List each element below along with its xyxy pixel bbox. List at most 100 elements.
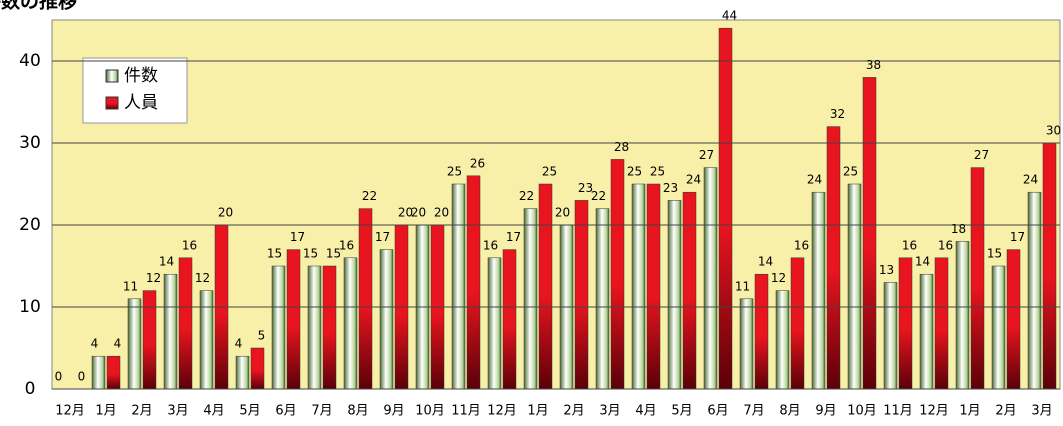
data-label: 38 — [866, 58, 881, 72]
bar — [199, 290, 214, 390]
data-label: 15 — [987, 247, 1002, 261]
data-label: 17 — [506, 230, 521, 244]
data-label: 30 — [1046, 124, 1061, 138]
data-label: 4 — [114, 337, 122, 351]
bar — [739, 298, 754, 390]
y-tick-label: 30 — [19, 133, 41, 153]
data-label: 24 — [686, 173, 701, 187]
x-tick-label: 12月 — [55, 404, 85, 419]
bar — [1006, 249, 1021, 390]
data-label: 26 — [470, 156, 485, 170]
x-tick-label: 10月 — [847, 404, 877, 419]
bar — [646, 183, 661, 390]
data-label: 16 — [794, 238, 809, 252]
bar — [610, 159, 625, 390]
bar — [322, 265, 337, 390]
data-label: 14 — [915, 255, 930, 269]
data-label: 17 — [290, 230, 305, 244]
bar — [754, 273, 769, 390]
data-label: 18 — [951, 222, 966, 236]
data-label: 0 — [78, 370, 86, 384]
bar — [790, 257, 805, 390]
legend-swatch — [105, 69, 119, 83]
y-tick-label: 20 — [19, 215, 41, 235]
x-tick-label: 2月 — [995, 404, 1016, 419]
x-tick-label: 3月 — [167, 404, 188, 419]
bar — [595, 208, 610, 390]
data-label: 12 — [195, 271, 210, 285]
bar — [271, 265, 286, 390]
bar — [163, 273, 178, 390]
data-label: 22 — [519, 189, 534, 203]
data-label: 12 — [146, 271, 161, 285]
bar — [307, 265, 322, 390]
bar — [991, 265, 1006, 390]
bar — [862, 77, 877, 390]
x-tick-label: 4月 — [203, 404, 224, 419]
x-tick-label: 1月 — [95, 404, 116, 419]
data-label: 23 — [578, 181, 593, 195]
x-tick-label: 6月 — [707, 404, 728, 419]
data-label: 15 — [303, 247, 318, 261]
bar — [487, 257, 502, 390]
data-label: 20 — [398, 206, 413, 220]
x-tick-label: 3月 — [599, 404, 620, 419]
data-label: 24 — [1023, 173, 1038, 187]
bar — [286, 249, 301, 390]
data-label: 28 — [614, 140, 629, 154]
x-tick-label: 8月 — [347, 404, 368, 419]
data-label: 22 — [591, 189, 606, 203]
data-label: 20 — [434, 206, 449, 220]
y-tick-label: 10 — [19, 297, 41, 317]
bar — [631, 183, 646, 390]
bar — [1027, 191, 1042, 390]
bar — [883, 282, 898, 390]
data-label: 27 — [974, 148, 989, 162]
x-tick-label: 2月 — [563, 404, 584, 419]
x-tick-label: 2月 — [131, 404, 152, 419]
bar — [466, 175, 481, 390]
bar — [847, 183, 862, 390]
x-tick-label: 5月 — [239, 404, 260, 419]
bar — [127, 298, 142, 390]
bar — [703, 167, 718, 390]
data-label: 4 — [91, 337, 99, 351]
data-label: 14 — [159, 255, 174, 269]
bar — [667, 200, 682, 390]
bar — [811, 191, 826, 390]
data-label: 25 — [650, 165, 665, 179]
bar — [970, 167, 985, 390]
x-tick-label: 12月 — [919, 404, 949, 419]
data-label: 16 — [339, 238, 354, 252]
bar — [235, 355, 250, 390]
data-label: 16 — [483, 238, 498, 252]
bar — [538, 183, 553, 390]
data-label: 12 — [771, 271, 786, 285]
x-tick-label: 8月 — [779, 404, 800, 419]
data-label: 25 — [843, 165, 858, 179]
x-tick-label: 11月 — [451, 404, 481, 419]
data-label: 5 — [258, 329, 266, 343]
y-tick-label: 0 — [25, 379, 36, 399]
x-tick-label: 7月 — [311, 404, 332, 419]
bar — [502, 249, 517, 390]
data-label: 27 — [699, 148, 714, 162]
data-label: 13 — [879, 263, 894, 277]
bar — [934, 257, 949, 390]
bar — [142, 290, 157, 390]
x-tick-label: 9月 — [815, 404, 836, 419]
bar — [523, 208, 538, 390]
x-tick-label: 3月 — [1031, 404, 1052, 419]
x-tick-label: 1月 — [527, 404, 548, 419]
data-label: 16 — [902, 238, 917, 252]
data-label: 17 — [375, 230, 390, 244]
data-label: 25 — [447, 165, 462, 179]
bar — [250, 347, 265, 390]
data-label: 15 — [267, 247, 282, 261]
bar — [826, 126, 841, 390]
chart-title: 件数の推移 — [0, 0, 77, 13]
x-tick-label: 7月 — [743, 404, 764, 419]
data-label: 0 — [55, 370, 63, 384]
x-tick-label: 9月 — [383, 404, 404, 419]
bar — [682, 191, 697, 390]
